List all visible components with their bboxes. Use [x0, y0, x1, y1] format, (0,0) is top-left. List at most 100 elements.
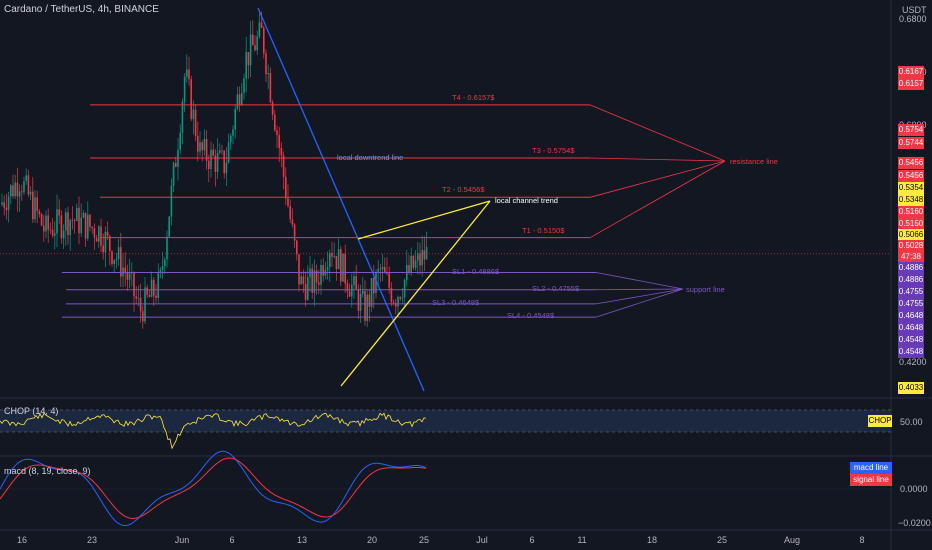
- support-arrow: [595, 288, 684, 291]
- resistance-label: T3 - 0.5754$: [532, 145, 575, 155]
- candle-body: [388, 273, 390, 288]
- currency-label[interactable]: USDT: [902, 5, 927, 15]
- candle-body: [139, 297, 142, 312]
- candle-body: [43, 225, 45, 232]
- candle-body: [128, 273, 131, 280]
- candle-body: [219, 150, 221, 153]
- candle-body: [56, 209, 58, 234]
- date-tick-label: 25: [716, 535, 728, 545]
- candle-body: [401, 297, 404, 299]
- macd-line: [0, 450, 427, 526]
- candle-body: [289, 205, 291, 220]
- candle-body: [225, 162, 228, 174]
- candle-body: [221, 150, 223, 152]
- symbol-title[interactable]: Cardano / TetherUS, 4h, BINANCE: [4, 4, 159, 15]
- candle-body: [91, 226, 93, 229]
- resistance-arrow: [589, 160, 726, 198]
- candle-body: [357, 289, 360, 311]
- candle-body: [25, 175, 27, 182]
- candle-body: [82, 212, 85, 218]
- support-level-label: SL3 - 0.4648$: [432, 297, 480, 307]
- candle-body: [232, 129, 234, 136]
- candle-body: [102, 245, 104, 253]
- candle-body: [307, 277, 309, 300]
- candle-body: [205, 139, 208, 161]
- candle-body: [403, 279, 406, 298]
- candle-body: [417, 253, 419, 261]
- candle-body: [16, 182, 19, 197]
- candle-body: [124, 267, 126, 273]
- candle-body: [241, 92, 243, 105]
- resistance-label: T2 - 0.5456$: [442, 185, 485, 195]
- candle-body: [425, 247, 428, 260]
- support-arrow: [595, 288, 684, 318]
- drawings: [0, 7, 891, 392]
- candle-body: [161, 265, 164, 270]
- candle-body: [142, 311, 144, 322]
- date-tick-label: Aug: [783, 535, 801, 545]
- candle-body: [172, 162, 175, 186]
- candle-body: [377, 268, 379, 273]
- date-tick-label: 6: [229, 535, 235, 545]
- price-tag: 0.6167: [898, 66, 924, 78]
- candle-body: [69, 219, 71, 236]
- candle-body: [45, 215, 47, 232]
- date-tick-label: 13: [296, 535, 308, 545]
- candle-body: [238, 94, 241, 105]
- candle-body: [203, 139, 206, 151]
- candle-body: [111, 251, 113, 264]
- candle-body: [208, 160, 210, 169]
- candle-body: [7, 196, 10, 211]
- candle-body: [386, 272, 388, 274]
- candle-body: [342, 253, 344, 282]
- candle-body: [348, 291, 351, 297]
- candle-body: [263, 27, 265, 54]
- candle-body: [3, 202, 5, 208]
- signal-line-tag: signal line: [850, 474, 892, 486]
- price-tag: 0.5456: [898, 157, 924, 169]
- candle-body: [421, 250, 423, 266]
- candle-body: [153, 279, 155, 296]
- candle-body: [271, 102, 274, 115]
- candle-body: [51, 229, 54, 236]
- candle-body: [287, 198, 289, 206]
- price-tag: 0.5348: [898, 194, 924, 206]
- candle-body: [267, 73, 269, 75]
- macd-title[interactable]: macd (8, 19, close, 9): [4, 466, 91, 476]
- candle-body: [199, 142, 201, 152]
- candle-body: [390, 287, 393, 303]
- candle-body: [135, 296, 137, 299]
- date-tick-label: 18: [646, 535, 658, 545]
- candle-body: [278, 135, 280, 148]
- macd-tick-zero: 0.0000: [900, 484, 928, 494]
- candle-body: [210, 149, 212, 169]
- candle-body: [148, 294, 151, 297]
- candle-body: [366, 294, 368, 321]
- candle-body: [164, 259, 166, 266]
- chop-tag: CHOP: [868, 415, 892, 427]
- price-tag: 0.4548: [898, 334, 924, 346]
- candle-body: [181, 101, 184, 133]
- candle-body: [395, 303, 397, 307]
- candle-body: [276, 130, 278, 136]
- candle-body: [351, 284, 353, 297]
- support-level-label: SL4 - 0.4548$: [507, 311, 555, 321]
- price-tag: 0.5150: [898, 218, 924, 230]
- price-tag: 0.5744: [898, 137, 924, 149]
- candle-body: [113, 260, 115, 264]
- candle-body: [190, 79, 192, 120]
- candle-body: [175, 162, 177, 167]
- chop-title[interactable]: CHOP (14, 4): [4, 406, 59, 416]
- macd-tick-neg: −0.0200: [898, 518, 931, 528]
- price-tag: 0.4648: [898, 310, 924, 322]
- candles: [1, 11, 428, 329]
- chop-band: [0, 410, 891, 432]
- macd-line-tag: macd line: [850, 462, 892, 474]
- candle-body: [216, 152, 219, 172]
- candle-body: [146, 287, 148, 295]
- candle-body: [236, 94, 239, 110]
- candle-body: [412, 255, 415, 268]
- candle-body: [212, 149, 214, 156]
